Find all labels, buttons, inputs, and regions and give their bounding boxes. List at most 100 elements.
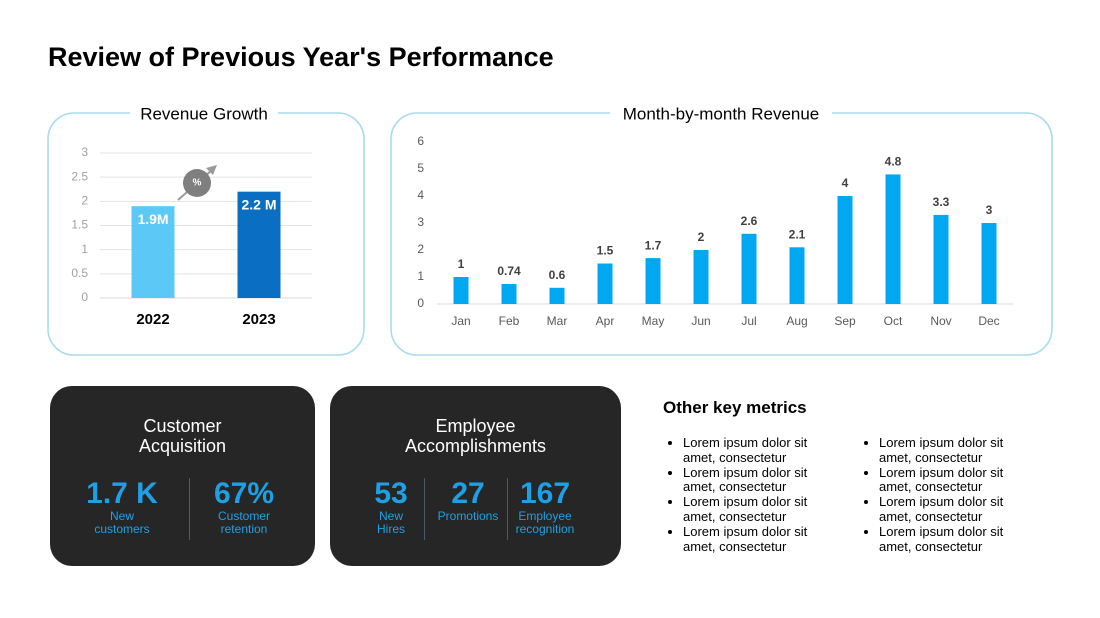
x-tick-label: Jul <box>741 314 756 328</box>
chart-title: Revenue Growth <box>140 104 268 123</box>
x-tick-label: Aug <box>786 314 807 328</box>
x-tick-label: Mar <box>547 314 568 328</box>
bullet-list: Lorem ipsum dolor sit amet, consecteturL… <box>663 435 821 555</box>
bullet-list: Lorem ipsum dolor sit amet, consecteturL… <box>859 435 1017 555</box>
metric-value: 1.7 K <box>86 477 158 510</box>
divider <box>507 478 508 540</box>
card-title: Employee Accomplishments <box>404 416 547 456</box>
y-tick-label: 2 <box>417 242 424 256</box>
y-tick-label: 0 <box>417 296 424 310</box>
bar <box>933 214 949 304</box>
data-label: 2.1 <box>789 227 806 241</box>
title-backdrop <box>610 104 832 124</box>
x-tick-label: May <box>642 314 665 328</box>
divider <box>189 478 190 540</box>
bullet-item: Lorem ipsum dolor sit amet, consectetur <box>683 524 821 555</box>
chart-title: Month-by-month Revenue <box>623 104 820 123</box>
metric-label: Customer retention <box>217 509 270 536</box>
data-label: 3 <box>986 203 993 217</box>
data-label: 0.74 <box>497 264 521 278</box>
chart-frame <box>390 112 1053 356</box>
metric: 67% Customer retention <box>204 478 284 536</box>
data-label: 1.5 <box>597 244 614 258</box>
bullet-item: Lorem ipsum dolor sit amet, consectetur <box>683 494 821 525</box>
y-tick-label: 1 <box>81 242 88 256</box>
data-label: 0.6 <box>549 268 566 282</box>
card-title: Customer Acquisition <box>138 416 227 456</box>
data-label: 2 <box>698 230 705 244</box>
data-label: 4.8 <box>885 155 902 169</box>
y-tick-label: 5 <box>417 161 424 175</box>
bar <box>597 263 613 304</box>
bar <box>453 277 469 304</box>
metric-value: 67% <box>213 477 275 510</box>
x-tick-label: Apr <box>596 314 615 328</box>
data-label: 3.3 <box>933 195 950 209</box>
x-tick-label: Jan <box>451 314 470 328</box>
page-title: Review of Previous Year's Performance <box>48 42 554 72</box>
data-label: 2.6 <box>741 214 758 228</box>
x-tick-label: Sep <box>834 314 856 328</box>
bullet-item: Lorem ipsum dolor sit amet, consectetur <box>879 524 1017 555</box>
y-tick-label: 2.5 <box>71 169 88 183</box>
x-tick-label: Dec <box>978 314 999 328</box>
x-tick-label: Feb <box>499 314 520 328</box>
bullet-item: Lorem ipsum dolor sit amet, consectetur <box>683 435 821 466</box>
x-tick-label: 2022 <box>136 311 169 328</box>
metric-value: 27 <box>451 477 485 510</box>
y-tick-label: 0.5 <box>71 266 88 280</box>
bullet-item: Lorem ipsum dolor sit amet, consectetur <box>879 435 1017 466</box>
metric-label: New customers <box>94 509 150 536</box>
x-tick-label: Nov <box>930 314 951 328</box>
bar <box>885 174 901 304</box>
data-label: 2.2 M <box>241 196 276 212</box>
bar <box>981 223 997 304</box>
bar <box>837 196 853 304</box>
bar <box>741 233 757 304</box>
bar <box>131 206 175 298</box>
y-tick-label: 3 <box>417 215 424 229</box>
divider <box>424 478 425 540</box>
y-tick-label: 6 <box>417 134 424 148</box>
metric: 167 Employee recognition <box>505 478 585 536</box>
data-label: 1.9M <box>137 211 168 227</box>
y-tick-label: 0 <box>81 290 88 304</box>
kpi-card: Employee Accomplishments 53 New Hires 27… <box>330 386 621 566</box>
bullet-item: Lorem ipsum dolor sit amet, consectetur <box>683 465 821 496</box>
section-heading: Other key metrics <box>663 398 807 417</box>
x-tick-label: Oct <box>884 314 903 328</box>
icon-label: % <box>193 178 202 189</box>
y-tick-label: 3 <box>81 145 88 159</box>
bullet-item: Lorem ipsum dolor sit amet, consectetur <box>879 465 1017 496</box>
metric: 27 Promotions <box>428 478 508 523</box>
metric-value: 53 <box>374 477 408 510</box>
metric-label: New Hires <box>376 509 405 536</box>
bar <box>501 284 517 304</box>
metric: 1.7 K New customers <box>82 478 162 536</box>
y-tick-label: 4 <box>417 188 424 202</box>
x-tick-label: Jun <box>691 314 710 328</box>
y-tick-label: 1 <box>417 269 424 283</box>
data-label: 1.7 <box>645 238 662 252</box>
chart-frame <box>47 112 365 356</box>
bar <box>789 247 805 304</box>
metric: 53 New Hires <box>351 478 431 536</box>
data-label: 4 <box>842 176 849 190</box>
metric-label: Employee recognition <box>515 509 575 536</box>
metric-value: 167 <box>519 477 571 510</box>
x-tick-label: 2023 <box>242 311 275 328</box>
data-label: 1 <box>458 257 465 271</box>
y-tick-label: 1.5 <box>71 218 88 232</box>
bullet-item: Lorem ipsum dolor sit amet, consectetur <box>879 494 1017 525</box>
title-backdrop <box>130 104 278 124</box>
bar <box>549 287 565 304</box>
growth-icon: % <box>177 165 217 201</box>
bar <box>645 258 661 304</box>
bar <box>693 250 709 304</box>
metric-label: Promotions <box>437 509 499 523</box>
bar <box>237 191 281 298</box>
kpi-card: Customer Acquisition 1.7 K New customers… <box>50 386 315 566</box>
y-tick-label: 2 <box>81 194 88 208</box>
